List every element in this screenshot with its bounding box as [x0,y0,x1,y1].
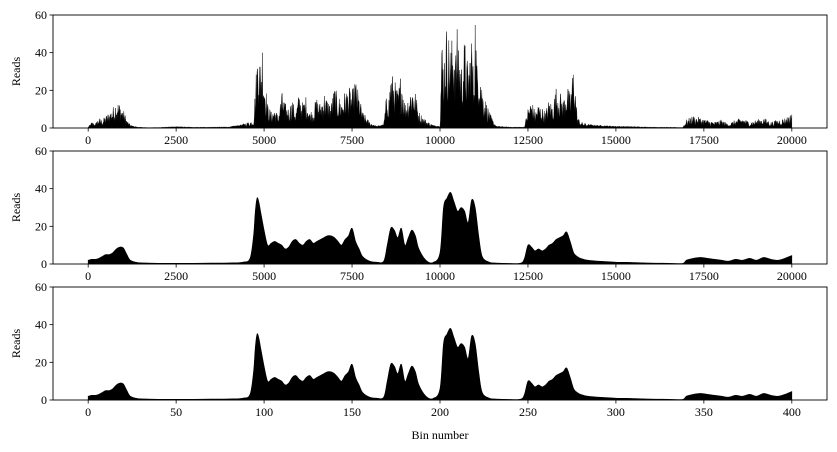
bottom-x-tick-label: 0 [85,405,91,419]
bottom-y-axis-label: Reads [9,329,23,359]
top-x-tick-label: 7500 [340,133,364,147]
bottom-x-tick-label: 350 [695,405,713,419]
top-x-tick-label: 10000 [425,133,455,147]
top-y-tick-label: 40 [35,46,47,60]
bottom-x-tick-label: 250 [519,405,537,419]
middle-y-tick-label: 40 [35,182,47,196]
top-area-series [87,25,793,129]
top-y-axis-label: Reads [9,57,23,87]
middle-y-tick-label: 20 [35,219,47,233]
middle-x-tick-label: 17500 [689,269,719,283]
top-x-tick-label: 2500 [164,133,188,147]
middle-x-tick-label: 7500 [340,269,364,283]
bottom-area-series [87,328,793,401]
middle-y-axis-label: Reads [9,193,23,223]
middle-x-tick-label: 2500 [164,269,188,283]
bottom-x-tick-label: 50 [170,405,182,419]
bottom-y-tick-label: 60 [35,280,47,294]
middle-x-tick-label: 10000 [425,269,455,283]
middle-x-tick-label: 12500 [513,269,543,283]
bottom-x-tick-label: 300 [607,405,625,419]
middle-x-tick-label: 0 [85,269,91,283]
bottom-y-tick-label: 0 [41,393,47,407]
middle-y-tick-label: 0 [41,257,47,271]
middle-x-tick-label: 15000 [601,269,631,283]
top-y-tick-label: 60 [35,8,47,22]
middle-x-tick-label: 20000 [777,269,807,283]
top-x-tick-label: 17500 [689,133,719,147]
top-x-tick-label: 15000 [601,133,631,147]
middle-axes-frame [52,150,828,265]
middle-x-tick-label: 5000 [252,269,276,283]
top-x-tick-label: 5000 [252,133,276,147]
middle-area-series [87,192,793,265]
top-x-tick-label: 12500 [513,133,543,147]
panel-top: 0 2500 5000 7500 10000 12500 15000 17500 20000 0 2… [9,8,828,147]
bottom-axes-frame [52,286,828,401]
top-y-tick-label: 20 [35,83,47,97]
bottom-x-tick-label: 150 [343,405,361,419]
top-x-tick-label: 0 [85,133,91,147]
bottom-y-tick-label: 20 [35,355,47,369]
bottom-y-tick-label: 40 [35,318,47,332]
bottom-x-tick-label: 400 [783,405,801,419]
bottom-x-tick-label: 200 [431,405,449,419]
top-axes-frame [52,14,828,129]
bottom-x-axis-label: Bin number [412,428,469,442]
top-x-tick-label: 20000 [777,133,807,147]
bottom-x-tick-label: 100 [255,405,273,419]
panel-middle: 0 2500 5000 7500 10000 12500 15000 17500 20000 0 2… [9,144,828,283]
top-y-tick-label: 0 [41,121,47,135]
middle-y-tick-label: 60 [35,144,47,158]
panel-bottom: 0 50 100 150 200 250 300 350 400 0 20 40 60 Reads Bin … [9,280,828,442]
